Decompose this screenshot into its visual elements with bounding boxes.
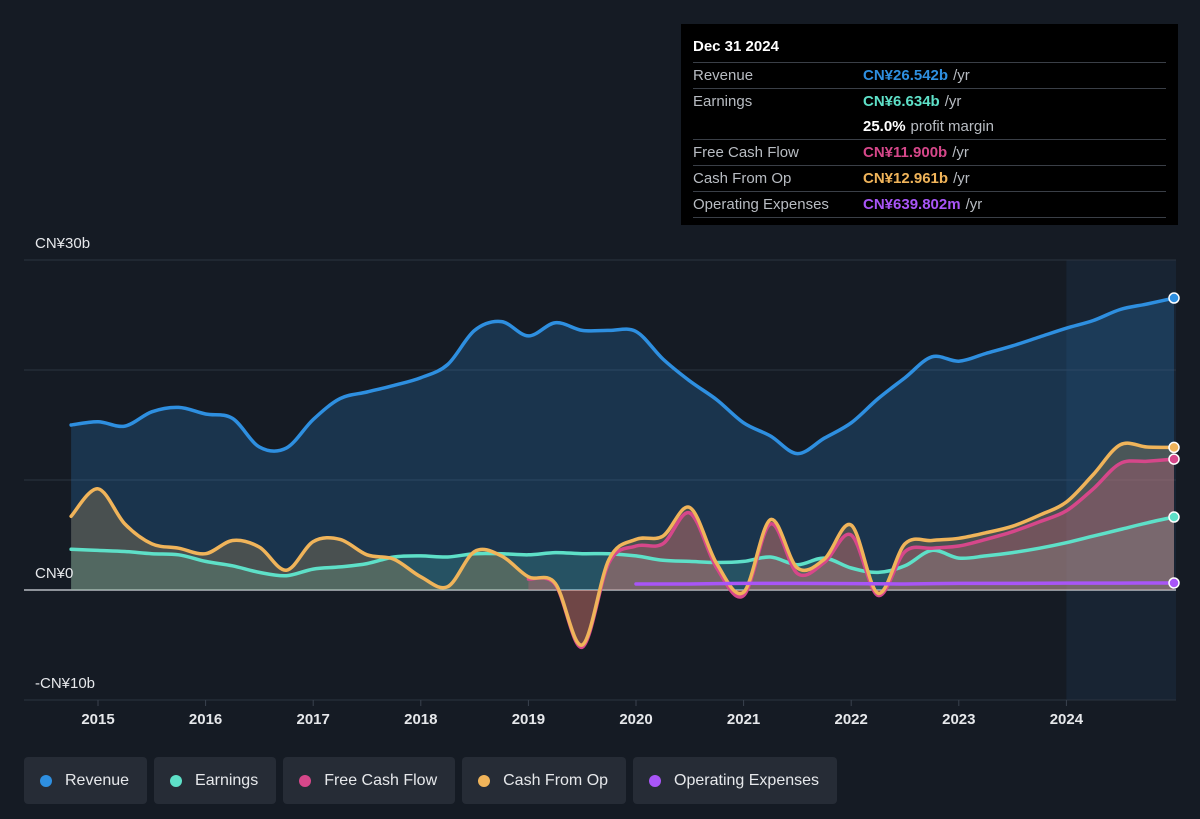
tooltip-row: Operating Expenses CN¥639.802m/yr (693, 191, 1166, 218)
x-tick-label: 2015 (81, 711, 114, 728)
x-tick-label: 2017 (297, 711, 330, 728)
earnings-area (71, 517, 1175, 590)
tooltip-row-name: Operating Expenses (693, 196, 829, 213)
tooltip-row-unit: /yr (953, 170, 970, 187)
legend-label: Revenue (65, 771, 130, 789)
tooltip-row-unit: /yr (944, 93, 962, 110)
legend-item-revenue[interactable]: Revenue (24, 757, 148, 804)
tooltip-row-value: CN¥12.961b (863, 170, 949, 187)
x-tick-label: 2016 (189, 711, 222, 728)
y-axis-ticks: CN¥30b CN¥0 -CN¥10b (35, 235, 95, 692)
tooltip-rows: Revenue CN¥26.542b/yr Earnings CN¥6.634b/yr… (693, 62, 1166, 218)
tooltip-row-value: CN¥639.802m (863, 196, 961, 213)
revenue-end-point (1168, 292, 1180, 304)
cash-from-op-end-point (1168, 441, 1180, 454)
legend: Revenue Earnings Free Cash Flow Cash From O… (24, 757, 838, 804)
cash-from-op-line (69, 441, 1176, 647)
grid-lines (24, 259, 1176, 701)
x-tick-label: 2019 (512, 711, 545, 728)
legend-dot-icon (170, 774, 183, 787)
y-tick-label: CN¥30b (35, 235, 90, 252)
x-tick-label: 2024 (1050, 711, 1084, 728)
tooltip-row-value: CN¥6.634b (863, 93, 940, 110)
operating-expenses-end-point (1168, 577, 1180, 589)
free-cash-flow-end-point (1168, 453, 1180, 465)
tooltip-date: Dec 31 2024 (693, 38, 779, 55)
legend-label: Operating Expenses (674, 771, 820, 789)
tooltip-row: Free Cash Flow CN¥11.900b/yr (693, 139, 1166, 165)
tooltip-row-unit: /yr (952, 144, 969, 161)
tooltip-row-value: CN¥26.542b (863, 67, 949, 84)
revenue-line (69, 296, 1176, 456)
series-end-dots (1168, 292, 1180, 589)
tooltip-panel: Dec 31 2024 Revenue CN¥26.542b/yr Earnings… (681, 24, 1178, 225)
legend-item-free-cash-flow[interactable]: Free Cash Flow (283, 757, 456, 804)
earnings-end-point (1168, 511, 1180, 523)
tooltip-row-name: Earnings (693, 93, 753, 110)
legend-item-earnings[interactable]: Earnings (154, 757, 277, 804)
x-tick-label: 2022 (835, 711, 868, 728)
free-cash-flow-area (528, 459, 1174, 648)
y-tick-label: CN¥0 (35, 565, 73, 582)
tooltip-row-name: Cash From Op (693, 170, 792, 187)
legend-label: Cash From Op (503, 771, 609, 789)
series-lines (69, 296, 1176, 649)
legend-item-cash-from-op[interactable]: Cash From Op (462, 757, 627, 804)
legend-label: Earnings (195, 771, 259, 789)
tooltip-row: Revenue CN¥26.542b/yr (693, 62, 1166, 88)
legend-label: Free Cash Flow (324, 771, 438, 789)
free-cash-flow-line (526, 457, 1176, 649)
tooltip-row-unit: /yr (953, 67, 970, 84)
tooltip-row-value: 25.0% (863, 118, 906, 135)
x-axis-ticks: 2015 2016 2017 2018 2019 2020 2021 2022 2023 2024 (81, 700, 1084, 728)
operating-expenses-line (634, 581, 1176, 586)
tooltip-row: Cash From Op CN¥12.961b/yr (693, 165, 1166, 191)
series-areas (71, 298, 1175, 648)
x-tick-label: 2023 (942, 711, 975, 728)
tooltip-row-unit: profit margin (910, 118, 994, 135)
x-tick-label: 2021 (727, 711, 760, 728)
tooltip-row-name: Revenue (693, 67, 754, 84)
legend-item-operating-expenses[interactable]: Operating Expenses (633, 757, 838, 804)
x-tick-label: 2018 (404, 711, 437, 728)
tooltip-row-name: Free Cash Flow (693, 144, 799, 161)
tooltip-row: 25.0% profit margin (693, 114, 1166, 139)
earnings-line (69, 515, 1176, 578)
legend-dot-icon (649, 774, 662, 787)
legend-dot-icon (40, 774, 52, 787)
tooltip-row-value: CN¥11.900b (863, 144, 948, 161)
tooltip-row-unit: /yr (965, 196, 983, 213)
x-tick-label: 2020 (619, 711, 652, 728)
tooltip-row: Earnings CN¥6.634b/yr (693, 88, 1166, 114)
revenue-area (71, 298, 1175, 590)
y-tick-label: -CN¥10b (35, 675, 95, 692)
legend-dot-icon (299, 774, 312, 787)
legend-dot-icon (478, 774, 491, 787)
